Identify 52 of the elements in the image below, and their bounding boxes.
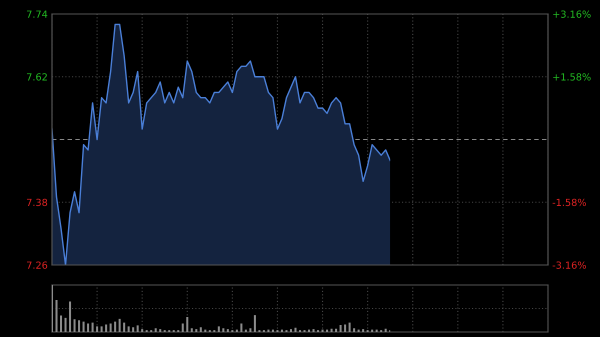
y-tick-label: 7.38 [26,198,48,206]
bar [218,326,220,332]
bar [226,329,229,332]
bar [249,328,252,332]
bar [100,326,103,332]
bar [182,324,184,332]
bar [74,319,76,332]
bar [240,324,242,332]
bar [222,328,224,332]
bar [330,328,333,332]
bar [348,322,351,332]
bar [312,329,315,332]
bar [362,329,364,332]
bar [96,326,98,332]
bar [340,324,342,332]
bar [384,328,387,332]
y2-tick-label: +1.58% [553,73,591,81]
y-tick-label: 7.62 [26,73,47,81]
bar [335,328,338,332]
bar [195,329,198,332]
y2-tick-label: -1.58% [552,198,586,206]
bar [92,322,94,332]
bar [55,300,58,332]
bar [159,329,162,332]
bar [186,316,188,332]
y2-tick-label: -3.16% [552,261,586,269]
bar [136,325,139,332]
bar [118,318,121,332]
bar [200,327,202,332]
bar [141,329,144,332]
bar [60,316,62,332]
bar [254,315,256,332]
bar [132,327,134,332]
bar [110,324,112,332]
y-tick-label: 7.26 [26,261,48,269]
bar [114,322,116,332]
bar [82,322,85,332]
bar [344,324,346,332]
bar [123,322,126,332]
bar [190,328,193,332]
bar [64,318,67,332]
y-tick-label: 7.74 [26,10,48,18]
y2-tick-label: +3.16% [553,10,591,18]
bar [69,301,72,332]
bar [294,328,297,332]
bar [105,324,108,332]
bar [290,329,292,332]
bar [128,326,130,332]
bar [87,324,90,332]
bar [154,328,157,332]
bar [78,320,80,332]
bar [353,328,356,332]
